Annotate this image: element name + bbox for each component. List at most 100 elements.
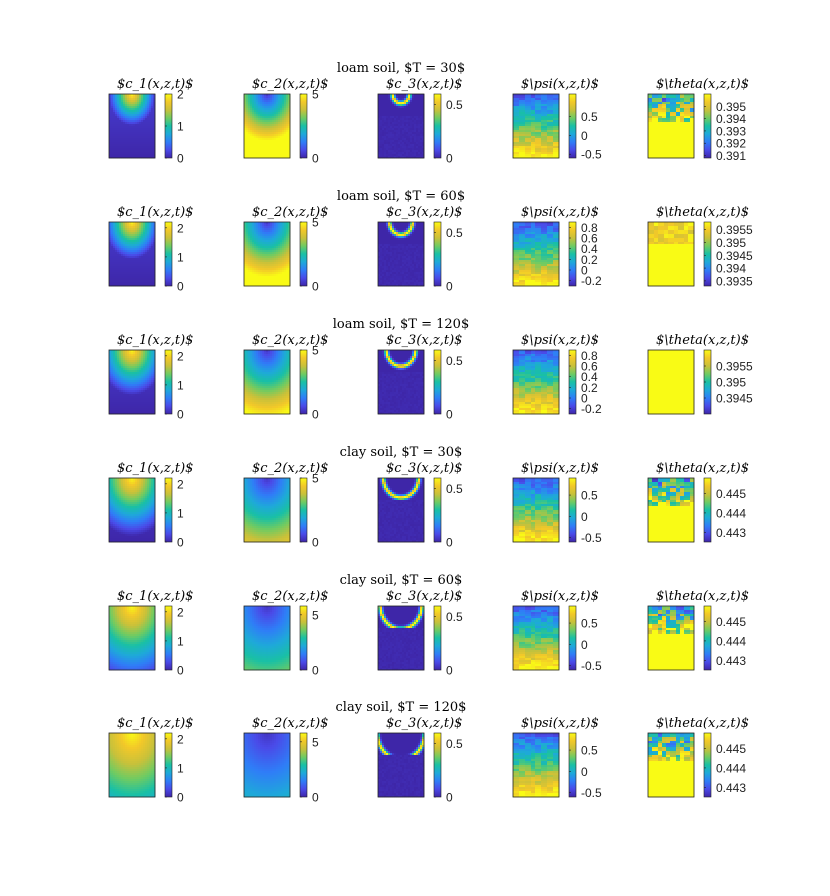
heatmap-cell bbox=[680, 110, 682, 112]
heatmap-cell bbox=[286, 142, 288, 144]
heatmap-cell bbox=[113, 118, 115, 120]
heatmap-cell bbox=[256, 118, 258, 120]
heatmap-cell bbox=[402, 96, 404, 98]
heatmap-cell bbox=[149, 100, 151, 102]
heatmap-cell bbox=[650, 98, 652, 100]
heatmap-cell bbox=[650, 110, 652, 112]
heatmap-cell bbox=[139, 138, 141, 140]
heatmap-cell bbox=[682, 126, 684, 128]
heatmap-cell bbox=[420, 118, 422, 120]
heatmap-cell bbox=[396, 152, 398, 154]
heatmap-cell bbox=[278, 120, 280, 122]
heatmap-cell bbox=[519, 150, 521, 152]
heatmap-cell bbox=[406, 122, 408, 124]
heatmap-cell bbox=[256, 134, 258, 136]
heatmap-cell bbox=[254, 102, 256, 104]
heatmap-cell bbox=[531, 106, 533, 108]
heatmap-cell bbox=[272, 152, 274, 154]
heatmap-cell bbox=[414, 134, 416, 136]
heatmap-cell bbox=[384, 140, 386, 142]
heatmap-cell bbox=[541, 140, 543, 142]
heatmap-cell bbox=[384, 138, 386, 140]
heatmap-cell bbox=[670, 134, 672, 136]
heatmap-cell bbox=[408, 154, 410, 156]
heatmap-cell bbox=[276, 148, 278, 150]
heatmap-cell bbox=[545, 150, 547, 152]
heatmap-cell bbox=[286, 146, 288, 148]
heatmap-cell bbox=[119, 102, 121, 104]
heatmap-cell bbox=[672, 114, 674, 116]
heatmap-cell bbox=[384, 110, 386, 112]
heatmap-cell bbox=[531, 112, 533, 114]
heatmap-cell bbox=[523, 104, 525, 106]
heatmap-cell bbox=[684, 112, 686, 114]
heatmap-cell bbox=[125, 146, 127, 148]
heatmap-cell bbox=[123, 112, 125, 114]
heatmap-cell bbox=[262, 114, 264, 116]
heatmap-cell bbox=[406, 136, 408, 138]
heatmap-cell bbox=[420, 110, 422, 112]
heatmap-cell bbox=[418, 104, 420, 106]
heatmap-cell bbox=[133, 98, 135, 100]
heatmap-cell bbox=[519, 124, 521, 126]
heatmap-cell bbox=[286, 102, 288, 104]
heatmap-cell bbox=[274, 118, 276, 120]
heatmap-cell bbox=[256, 144, 258, 146]
heatmap-cell bbox=[125, 124, 127, 126]
heatmap-cell bbox=[404, 96, 406, 98]
heatmap-cell bbox=[551, 104, 553, 106]
colorbar bbox=[569, 94, 576, 158]
heatmap-cell bbox=[418, 96, 420, 98]
heatmap-cell bbox=[650, 104, 652, 106]
heatmap-cell bbox=[658, 96, 660, 98]
heatmap-cell bbox=[272, 148, 274, 150]
heatmap-cell bbox=[527, 110, 529, 112]
heatmap-cell bbox=[412, 122, 414, 124]
heatmap-cell bbox=[658, 132, 660, 134]
panel-title: $c_3(x,z,t)$ bbox=[386, 77, 462, 92]
heatmap-cell bbox=[135, 120, 137, 122]
heatmap-cell bbox=[262, 100, 264, 102]
heatmap-cell bbox=[519, 122, 521, 124]
heatmap-cell bbox=[248, 128, 250, 130]
heatmap-cell bbox=[151, 122, 153, 124]
heatmap-cell bbox=[517, 154, 519, 156]
heatmap-cell bbox=[402, 108, 404, 110]
heatmap-cell bbox=[414, 120, 416, 122]
heatmap-cell bbox=[654, 100, 656, 102]
heatmap-cell bbox=[650, 112, 652, 114]
heatmap-cell bbox=[690, 106, 692, 108]
heatmap-cell bbox=[662, 104, 664, 106]
heatmap-cell bbox=[384, 118, 386, 120]
heatmap-cell bbox=[684, 130, 686, 132]
heatmap-cell bbox=[268, 144, 270, 146]
heatmap-cell bbox=[668, 110, 670, 112]
heatmap-cell bbox=[248, 98, 250, 100]
heatmap-cell bbox=[141, 96, 143, 98]
heatmap-cell bbox=[250, 138, 252, 140]
heatmap-cell bbox=[382, 138, 384, 140]
heatmap-cell bbox=[525, 100, 527, 102]
heatmap-cell bbox=[396, 128, 398, 130]
heatmap-cell bbox=[525, 146, 527, 148]
heatmap-cell bbox=[272, 106, 274, 108]
heatmap-cell bbox=[535, 150, 537, 152]
heatmap-cell bbox=[416, 98, 418, 100]
heatmap-cell bbox=[535, 104, 537, 106]
heatmap-cell bbox=[547, 146, 549, 148]
heatmap-cell bbox=[133, 140, 135, 142]
heatmap-cell bbox=[270, 142, 272, 144]
heatmap-cell bbox=[276, 120, 278, 122]
heatmap-cell bbox=[131, 106, 133, 108]
heatmap-cell bbox=[543, 96, 545, 98]
heatmap-cell bbox=[670, 116, 672, 118]
heatmap-cell bbox=[276, 124, 278, 126]
heatmap-cell bbox=[392, 96, 394, 98]
heatmap-cell bbox=[652, 96, 654, 98]
heatmap-cell bbox=[256, 152, 258, 154]
heatmap-cell bbox=[525, 154, 527, 156]
heatmap-cell bbox=[517, 150, 519, 152]
heatmap-cell bbox=[418, 142, 420, 144]
heatmap-cell bbox=[400, 142, 402, 144]
heatmap-cell bbox=[541, 106, 543, 108]
